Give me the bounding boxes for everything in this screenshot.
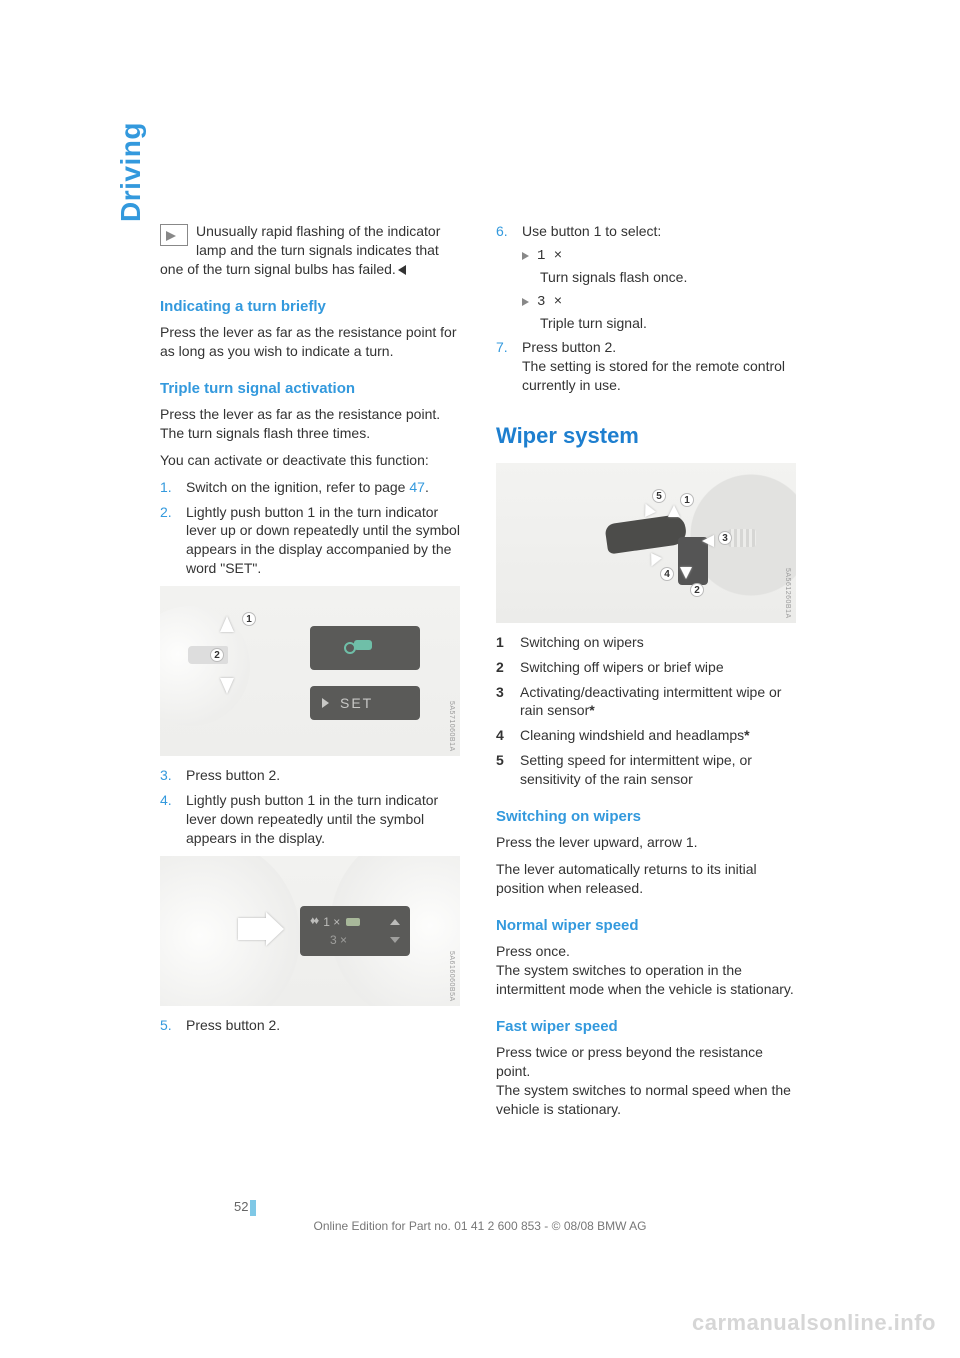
step-7-number: 7. bbox=[496, 338, 512, 395]
step-1-number: 1. bbox=[160, 478, 176, 497]
heading-wiper-system: Wiper system bbox=[496, 421, 796, 451]
figure3-marker-2: 2 bbox=[690, 583, 704, 597]
step-7-text-b: The setting is stored for the remote con… bbox=[522, 357, 796, 395]
big-arrow-icon bbox=[238, 918, 268, 940]
legend-2: 2 Switching off wipers or brief wipe bbox=[496, 658, 796, 677]
step-6: 6. Use button 1 to select: bbox=[496, 222, 796, 241]
step-7-text-a: Press button 2. bbox=[522, 338, 796, 357]
figure-1x-3x-display: ♦♦ 1 × 3 × 5A616060B5A bbox=[160, 856, 460, 1006]
step-5-number: 5. bbox=[160, 1016, 176, 1035]
heading-switching-on-wipers: Switching on wipers bbox=[496, 807, 796, 827]
figure3-marker-4: 4 bbox=[660, 567, 674, 581]
figure-set-display: 1 2 SET 5A571060B1A bbox=[160, 586, 460, 756]
step-4: 4. Lightly push button 1 in the turn ind… bbox=[160, 791, 460, 848]
legend-1: 1 Switching on wipers bbox=[496, 633, 796, 652]
para-switching-on-2: The lever automatically returns to its i… bbox=[496, 860, 796, 898]
step-3-number: 3. bbox=[160, 766, 176, 785]
step-5-text: Press button 2. bbox=[186, 1016, 460, 1035]
legend-1-num: 1 bbox=[496, 633, 510, 652]
down-triangle-icon bbox=[390, 937, 400, 943]
bullet-3x: 3 × bbox=[522, 293, 796, 312]
bullet-triangle-icon bbox=[522, 298, 529, 306]
asterisk-icon: * bbox=[589, 702, 594, 718]
note-block: Unusually rapid flashing of the indicato… bbox=[160, 222, 460, 260]
note-text-l3: one of the turn signal bulbs has failed. bbox=[160, 261, 396, 277]
figure3-marker-3: 3 bbox=[718, 531, 732, 545]
turn-arrows-icon: ♦♦ bbox=[310, 914, 317, 929]
up-triangle-icon bbox=[390, 919, 400, 925]
legend-5-num: 5 bbox=[496, 751, 510, 789]
figure1-caption: 5A571060B1A bbox=[447, 701, 456, 752]
figure3-caption: 5A561260B1A bbox=[783, 568, 792, 619]
step-2-text: Lightly push button 1 in the turn indica… bbox=[186, 503, 460, 579]
para-indicating-briefly: Press the lever as far as the resistance… bbox=[160, 323, 460, 361]
legend-2-text: Switching off wipers or brief wipe bbox=[520, 658, 796, 677]
watermark: carmanualsonline.info bbox=[692, 1308, 936, 1338]
step-7: 7. Press button 2. The setting is stored… bbox=[496, 338, 796, 395]
legend-5-text: Setting speed for intermittent wipe, or … bbox=[520, 751, 796, 789]
para-normal-speed: Press once. The system switches to opera… bbox=[496, 942, 796, 999]
step-4-number: 4. bbox=[160, 791, 176, 848]
step-6-number: 6. bbox=[496, 222, 512, 241]
step-3-text: Press button 2. bbox=[186, 766, 460, 785]
step-6-text: Use button 1 to select: bbox=[522, 222, 796, 241]
para-triple-2: You can activate or deactivate this func… bbox=[160, 451, 460, 470]
bullet-1x-text: Turn signals flash once. bbox=[540, 268, 796, 287]
glyph-3x: 3 × bbox=[537, 293, 562, 312]
legend-5: 5 Setting speed for intermittent wipe, o… bbox=[496, 751, 796, 789]
lcd-key-icon bbox=[346, 918, 360, 926]
step-2-number: 2. bbox=[160, 503, 176, 579]
step-4-text: Lightly push button 1 in the turn indica… bbox=[186, 791, 460, 848]
lcd-option-1x: 1 × bbox=[323, 914, 340, 930]
page-number: 52 bbox=[234, 1198, 256, 1216]
para-triple-1: Press the lever as far as the resistance… bbox=[160, 405, 460, 443]
note-text-l2: lamp and the turn signals indicates that bbox=[196, 242, 439, 258]
lcd-option-3x: 3 × bbox=[330, 932, 347, 948]
step-1: 1. Switch on the ignition, refer to page… bbox=[160, 478, 460, 497]
side-tab-driving: Driving bbox=[112, 122, 150, 222]
heading-triple-turn-signal: Triple turn signal activation bbox=[160, 379, 460, 399]
step-3: 3. Press button 2. bbox=[160, 766, 460, 785]
figure1-set-label: SET bbox=[340, 694, 373, 713]
legend-3-num: 3 bbox=[496, 683, 510, 721]
figure3-marker-5: 5 bbox=[652, 489, 666, 503]
para-fast-speed: Press twice or press beyond the resistan… bbox=[496, 1043, 796, 1119]
glyph-1x: 1 × bbox=[537, 247, 562, 266]
figure2-caption: 5A616060B5A bbox=[447, 951, 456, 1002]
footer-text: Online Edition for Part no. 01 41 2 600 … bbox=[0, 1218, 960, 1234]
step-1-post: . bbox=[425, 479, 429, 495]
triangle-icon bbox=[322, 698, 329, 708]
step-5: 5. Press button 2. bbox=[160, 1016, 460, 1035]
para-switching-on-1: Press the lever upward, arrow 1. bbox=[496, 833, 796, 852]
bullet-1x: 1 × bbox=[522, 247, 796, 266]
note-icon bbox=[160, 224, 188, 246]
heading-normal-wiper-speed: Normal wiper speed bbox=[496, 916, 796, 936]
left-column: Unusually rapid flashing of the indicato… bbox=[160, 222, 460, 1127]
step-2: 2. Lightly push button 1 in the turn ind… bbox=[160, 503, 460, 579]
bullet-3x-text: Triple turn signal. bbox=[540, 314, 796, 333]
asterisk-icon: * bbox=[744, 727, 749, 743]
heading-fast-wiper-speed: Fast wiper speed bbox=[496, 1017, 796, 1037]
legend-4-num: 4 bbox=[496, 726, 510, 745]
step-1-text: Switch on the ignition, refer to page bbox=[186, 479, 409, 495]
figure3-marker-1: 1 bbox=[680, 493, 694, 507]
key-icon bbox=[354, 640, 372, 650]
figure1-marker-2: 2 bbox=[210, 648, 224, 662]
heading-indicating-briefly: Indicating a turn briefly bbox=[160, 297, 460, 317]
legend-4-text: Cleaning windshield and headlamps bbox=[520, 727, 744, 743]
page-ref-47[interactable]: 47 bbox=[409, 479, 425, 495]
figure1-marker-1: 1 bbox=[242, 612, 256, 626]
legend-1-text: Switching on wipers bbox=[520, 633, 796, 652]
legend-3: 3 Activating/deactivating intermittent w… bbox=[496, 683, 796, 721]
legend-3-text: Activating/deactivating intermittent wip… bbox=[520, 684, 781, 719]
figure-wiper-stalk: 1 2 3 4 5 5A561260B1A bbox=[496, 463, 796, 623]
legend-2-num: 2 bbox=[496, 658, 510, 677]
bullet-triangle-icon bbox=[522, 252, 529, 260]
right-column: 6. Use button 1 to select: 1 × Turn sign… bbox=[496, 222, 796, 1127]
end-mark-icon bbox=[398, 265, 406, 275]
note-text-l1: Unusually rapid flashing of the indicato… bbox=[196, 223, 440, 239]
legend-4: 4 Cleaning windshield and headlamps* bbox=[496, 726, 796, 745]
